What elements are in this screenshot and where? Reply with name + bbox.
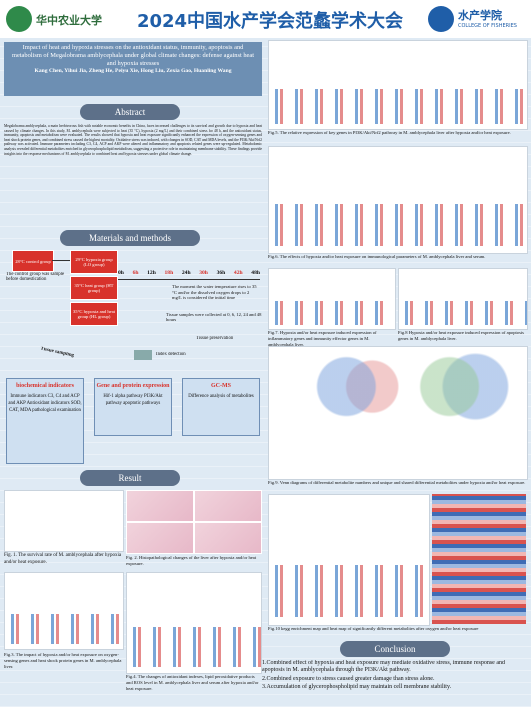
abstract-text: Megalobrama amblycephala, a main herbivo… (4, 124, 262, 156)
figure (268, 146, 528, 254)
conclusion-item: 3.Accumulation of glycerophospholipid ma… (262, 684, 452, 691)
time-label: 36h (216, 270, 226, 276)
group-box: 29°C hypoxia group (LO group) (70, 250, 118, 274)
section-heading: Materials and methods (60, 230, 200, 246)
caption: Fig.5. The relative expression of key ge… (268, 130, 511, 135)
figure (4, 490, 124, 552)
figure (268, 494, 430, 626)
figure (268, 346, 528, 480)
method-box-title: GC-MS (211, 383, 231, 389)
figure (268, 40, 528, 130)
time-label: 6h (132, 270, 139, 276)
caption: Fig.8 Hypoxia and/or heat exposure induc… (398, 330, 524, 341)
timeline-axis (118, 279, 260, 280)
time-label: 48h (251, 270, 260, 276)
group-box: 35°C hypoxia and heat group (HL group) (70, 302, 118, 326)
image (126, 490, 194, 522)
figure (398, 268, 528, 330)
time-label: 30h (199, 270, 208, 276)
control-note: The control group was sample before dome… (6, 272, 65, 282)
method-box: biochemical indicators Immune indicators… (6, 378, 84, 464)
tissue-sampling: Tissue sampling (39, 346, 75, 359)
method-box-text: Hif-1 alpha pathway PI3K/Akt pathway apo… (103, 394, 163, 406)
method-box: Gene and protein expression Hif-1 alpha … (94, 378, 172, 436)
sampling-note: Tissue samples were collected at 0, 6, 1… (166, 312, 262, 322)
logo-left (6, 6, 32, 32)
method-box-title: Gene and protein expression (96, 383, 170, 389)
time-label: 42h (233, 270, 243, 276)
figure (268, 268, 396, 330)
caption: Fig.10 kegg enrichment map and heat map … (268, 626, 479, 631)
timeline: 0h 6h 12h 18h 24h 30h 36h 42h 48h (118, 270, 260, 276)
logo-right (428, 6, 454, 32)
title-box: Impact of heat and hypoxia stresses on t… (4, 42, 262, 96)
caption: Fig.4. The changes of antioxidant indexe… (126, 674, 259, 691)
connector (52, 260, 70, 261)
conclusion-item: 1.Combined effect of hypoxia and heat ex… (262, 660, 505, 674)
tissue-preservation: Tissue preservation (196, 336, 234, 341)
time-label: 24h (181, 270, 191, 276)
logo-right-text: 水产学院 (458, 9, 502, 22)
index-detection: Index detection (156, 352, 186, 357)
method-box: GC-MS Difference analysis of metabolites (182, 378, 260, 436)
figure (4, 572, 124, 650)
time-label: 0h (118, 270, 124, 276)
group-box: 35°C heat group (HT group) (70, 276, 118, 300)
conclusion-list: 1.Combined effect of hypoxia and heat ex… (262, 660, 528, 693)
image (194, 522, 262, 554)
paper-title: Impact of heat and hypoxia stresses on t… (11, 44, 255, 67)
method-box-title: biochemical indicators (16, 383, 74, 389)
heatmap (432, 494, 526, 624)
logo-left-text: 华中农业大学 (36, 14, 102, 27)
image (126, 522, 194, 554)
caption: Fig.6. The effects of hypoxia and/or hea… (268, 254, 486, 259)
initial-note: The moment the water temperature rises t… (172, 284, 257, 301)
control-box: 28°C control group (12, 250, 54, 272)
icon (134, 350, 152, 360)
conclusion-item: 2.Combined exposure to stress caused gre… (262, 675, 435, 682)
method-box-text: Difference analysis of metabolites (188, 394, 254, 399)
conference-title: 2024中国水产学会范蠡学术大会 (136, 11, 404, 32)
logo-right-sub: COLLEGE OF FISHERIES (458, 23, 517, 29)
image (194, 490, 262, 522)
figure (126, 572, 262, 674)
section-heading: Abstract (80, 104, 180, 120)
time-label: 18h (164, 270, 174, 276)
caption: Fig.9. Venn diagrams of differential met… (268, 480, 526, 485)
authors: Kang Chen, Yihui Jia, Zheng He, Peiyu Xi… (34, 68, 232, 74)
caption: Fig.7. Hypoxia and/or heat exposure indu… (268, 330, 377, 347)
section-heading: Conclusion (340, 641, 450, 657)
caption: Fig. 2. Histopathological changes of the… (126, 555, 257, 566)
time-label: 12h (147, 270, 156, 276)
method-box-text: Immune indicators C3, C4 and ACP and AKP… (8, 394, 82, 413)
section-heading: Result (80, 470, 180, 486)
caption: Fig. 1. The survival rate of M. amblycep… (4, 553, 122, 565)
caption: Fig.3. The impact of hypoxia and/or heat… (4, 652, 122, 669)
